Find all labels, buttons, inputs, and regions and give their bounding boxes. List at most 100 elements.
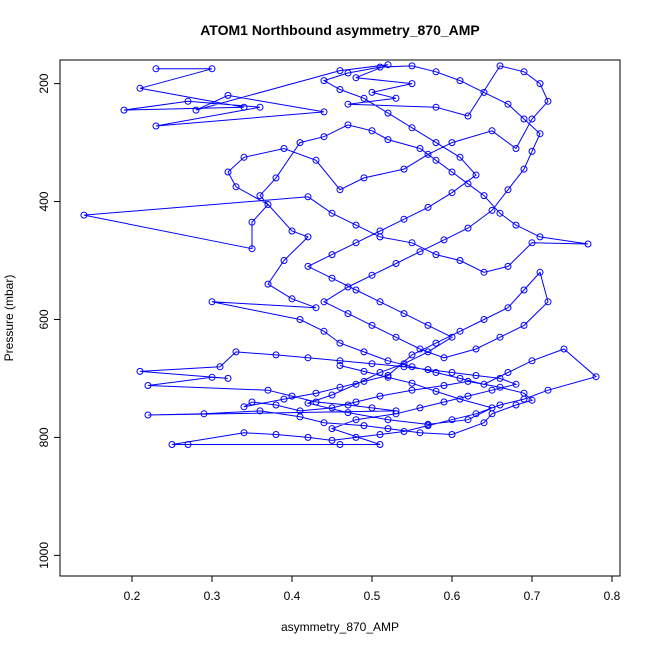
plot-area [59, 59, 621, 577]
data-point [208, 298, 216, 306]
data-point [392, 333, 400, 341]
data-point [408, 62, 416, 70]
data-point [544, 386, 552, 394]
data-point [448, 416, 456, 424]
data-point [376, 431, 384, 438]
data-point [488, 127, 496, 135]
data-point [488, 206, 496, 214]
data-point [344, 310, 352, 318]
data-point [328, 436, 336, 444]
data-point [352, 398, 360, 406]
data-point [136, 367, 144, 375]
data-point [416, 145, 424, 152]
data-point [560, 345, 568, 353]
data-point [344, 100, 352, 108]
data-point [360, 422, 368, 430]
data-point [400, 428, 408, 435]
data-point [352, 74, 360, 82]
data-point [392, 407, 400, 415]
data-point [432, 156, 440, 164]
data-point [544, 97, 552, 105]
data-point [240, 153, 248, 161]
data-point [376, 63, 384, 71]
data-point [448, 168, 456, 176]
data-point [344, 409, 352, 417]
data-point [320, 327, 328, 335]
data-point [328, 274, 336, 282]
x-tick-label: 0.7 [524, 589, 541, 603]
data-point [376, 441, 384, 448]
data-point [240, 103, 248, 111]
plot-frame [59, 59, 621, 577]
data-point [312, 304, 320, 312]
data-point [504, 369, 512, 376]
data-point [296, 139, 304, 147]
y-axis: 200 400 600 800 1000 [37, 73, 60, 569]
data-point [368, 321, 376, 329]
data-point [336, 67, 344, 75]
series-line [83, 64, 598, 445]
x-axis: 0.2 0.3 0.4 0.5 0.6 0.7 0.8 [124, 576, 621, 603]
data-point [352, 380, 360, 388]
chart-title: ATOM1 Northbound asymmetry_870_AMP [200, 22, 480, 38]
x-tick-label: 0.6 [444, 589, 461, 603]
data-point [440, 398, 448, 406]
data-point [496, 62, 504, 70]
data-point [424, 420, 432, 428]
data-point [200, 410, 208, 418]
y-tick-label: 1000 [37, 542, 51, 569]
data-point [472, 410, 480, 418]
data-point [320, 133, 328, 141]
data-point [408, 386, 416, 394]
data-point [384, 416, 392, 424]
data-point [192, 106, 200, 114]
data-point [320, 298, 328, 306]
data-point [336, 441, 344, 448]
x-axis-label: asymmetry_870_AMP [281, 620, 399, 634]
data-point [448, 369, 456, 376]
data-point [384, 109, 392, 117]
x-tick-label: 0.4 [284, 589, 301, 603]
x-tick-label: 0.8 [604, 589, 621, 603]
data-point [368, 271, 376, 279]
data-point [248, 245, 256, 253]
data-point [528, 396, 536, 404]
data-point [408, 363, 416, 371]
data-point [432, 251, 440, 259]
data-point [496, 374, 504, 382]
data-point [384, 136, 392, 144]
data-point [304, 433, 312, 441]
data-point [80, 211, 88, 219]
data-point [384, 425, 392, 433]
data-point [328, 404, 336, 412]
data-point [504, 304, 512, 312]
data-point [424, 348, 432, 356]
data-point [520, 68, 528, 76]
data-point [152, 65, 160, 73]
data-point [152, 122, 160, 130]
data-point [400, 165, 408, 173]
data-point [488, 386, 496, 394]
data-point [312, 389, 320, 397]
data-point [456, 153, 464, 161]
data-point [544, 298, 552, 306]
data-point [472, 372, 480, 379]
data-point [368, 88, 376, 96]
data-point [232, 183, 240, 191]
data-point [432, 139, 440, 147]
data-point [264, 280, 272, 288]
data-point [464, 377, 472, 385]
data-point [456, 77, 464, 85]
data-point [424, 150, 432, 158]
data-point [208, 65, 216, 73]
data-point [216, 363, 224, 371]
data-point [360, 367, 368, 375]
data-point [448, 189, 456, 197]
data-point [408, 124, 416, 132]
data-point [312, 156, 320, 164]
data-point [288, 227, 296, 235]
data-point [400, 363, 408, 371]
data-point [448, 333, 456, 341]
data-series [80, 61, 600, 448]
data-point [296, 407, 304, 415]
